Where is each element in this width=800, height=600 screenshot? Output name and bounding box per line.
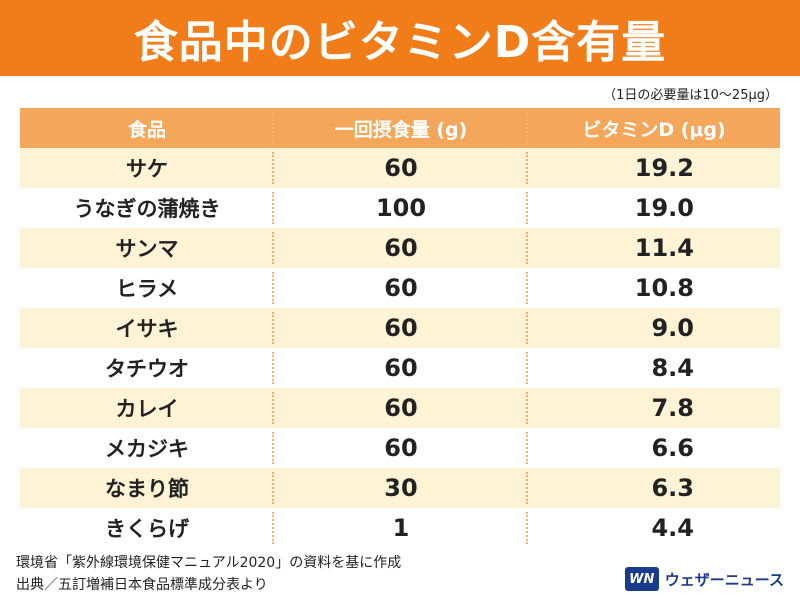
- column-header-food: 食品: [20, 108, 274, 148]
- cell-amount: 60: [274, 428, 528, 468]
- page-title: 食品中のビタミンD含有量: [133, 17, 667, 68]
- source-note-1: 環境省「紫外線環境保健マニュアル2020」の資料を基に作成: [16, 555, 402, 571]
- title-bar: 食品中のビタミンD含有量: [0, 0, 800, 76]
- cell-food: サケ: [20, 148, 274, 188]
- cell-vitamin-d: 7.8: [651, 394, 694, 422]
- cell-vitamin-d-wrap: 8.4: [528, 348, 780, 388]
- cell-vitamin-d-wrap: 6.6: [528, 428, 780, 468]
- cell-vitamin-d: 6.6: [651, 434, 694, 462]
- cell-food: きくらげ: [20, 508, 274, 548]
- weathernews-logo: WN ウェザーニュース: [624, 566, 784, 592]
- cell-vitamin-d: 19.0: [634, 194, 694, 222]
- cell-vitamin-d-wrap: 19.0: [528, 188, 780, 228]
- source-note-2: 出典／五訂増補日本食品標準成分表より: [16, 577, 268, 593]
- cell-vitamin-d: 11.4: [634, 234, 694, 262]
- cell-vitamin-d-wrap: 19.2: [528, 148, 780, 188]
- cell-amount: 60: [274, 228, 528, 268]
- cell-vitamin-d: 6.3: [651, 474, 694, 502]
- table-row: タチウオ 60 8.4: [20, 348, 780, 388]
- cell-vitamin-d: 4.4: [651, 514, 694, 542]
- cell-vitamin-d-wrap: 9.0: [528, 308, 780, 348]
- table-row: メカジキ 60 6.6: [20, 428, 780, 468]
- table-row: カレイ 60 7.8: [20, 388, 780, 428]
- table-row: きくらげ 1 4.4: [20, 508, 780, 548]
- cell-vitamin-d: 19.2: [634, 154, 694, 182]
- cell-food: サンマ: [20, 228, 274, 268]
- cell-vitamin-d-wrap: 4.4: [528, 508, 780, 548]
- table-row: なまり節 30 6.3: [20, 468, 780, 508]
- table-row: サケ 60 19.2: [20, 148, 780, 188]
- cell-food: イサキ: [20, 308, 274, 348]
- cell-food: ヒラメ: [20, 268, 274, 308]
- cell-food: なまり節: [20, 468, 274, 508]
- table-row: ヒラメ 60 10.8: [20, 268, 780, 308]
- cell-vitamin-d-wrap: 11.4: [528, 228, 780, 268]
- cell-amount: 30: [274, 468, 528, 508]
- cell-vitamin-d-wrap: 6.3: [528, 468, 780, 508]
- cell-vitamin-d: 9.0: [651, 314, 694, 342]
- cell-amount: 1: [274, 508, 528, 548]
- daily-requirement-note: （1日の必要量は10～25μg）: [603, 88, 778, 103]
- column-header-amount: 一回摂食量 (g): [274, 108, 528, 148]
- cell-amount: 60: [274, 268, 528, 308]
- cell-amount: 100: [274, 188, 528, 228]
- cell-amount: 60: [274, 388, 528, 428]
- cell-vitamin-d-wrap: 10.8: [528, 268, 780, 308]
- cell-food: メカジキ: [20, 428, 274, 468]
- cell-food: タチウオ: [20, 348, 274, 388]
- cell-amount: 60: [274, 148, 528, 188]
- table-row: イサキ 60 9.0: [20, 308, 780, 348]
- cell-food: カレイ: [20, 388, 274, 428]
- logo-text: ウェザーニュース: [664, 570, 784, 589]
- cell-vitamin-d: 10.8: [634, 274, 694, 302]
- column-header-vitamin-d: ビタミンD (μg): [582, 118, 726, 141]
- table-header-row: 食品 一回摂食量 (g) ビタミンD (μg): [20, 108, 780, 148]
- table-row: サンマ 60 11.4: [20, 228, 780, 268]
- logo-mark-icon: WN: [624, 567, 659, 591]
- cell-vitamin-d-wrap: 7.8: [528, 388, 780, 428]
- cell-food: うなぎの蒲焼き: [20, 188, 274, 228]
- cell-amount: 60: [274, 308, 528, 348]
- table-row: うなぎの蒲焼き 100 19.0: [20, 188, 780, 228]
- vitamin-d-table: 食品 一回摂食量 (g) ビタミンD (μg) サケ 60 19.2 うなぎの蒲焼き 1…: [20, 108, 780, 548]
- cell-amount: 60: [274, 348, 528, 388]
- cell-vitamin-d: 8.4: [651, 354, 694, 382]
